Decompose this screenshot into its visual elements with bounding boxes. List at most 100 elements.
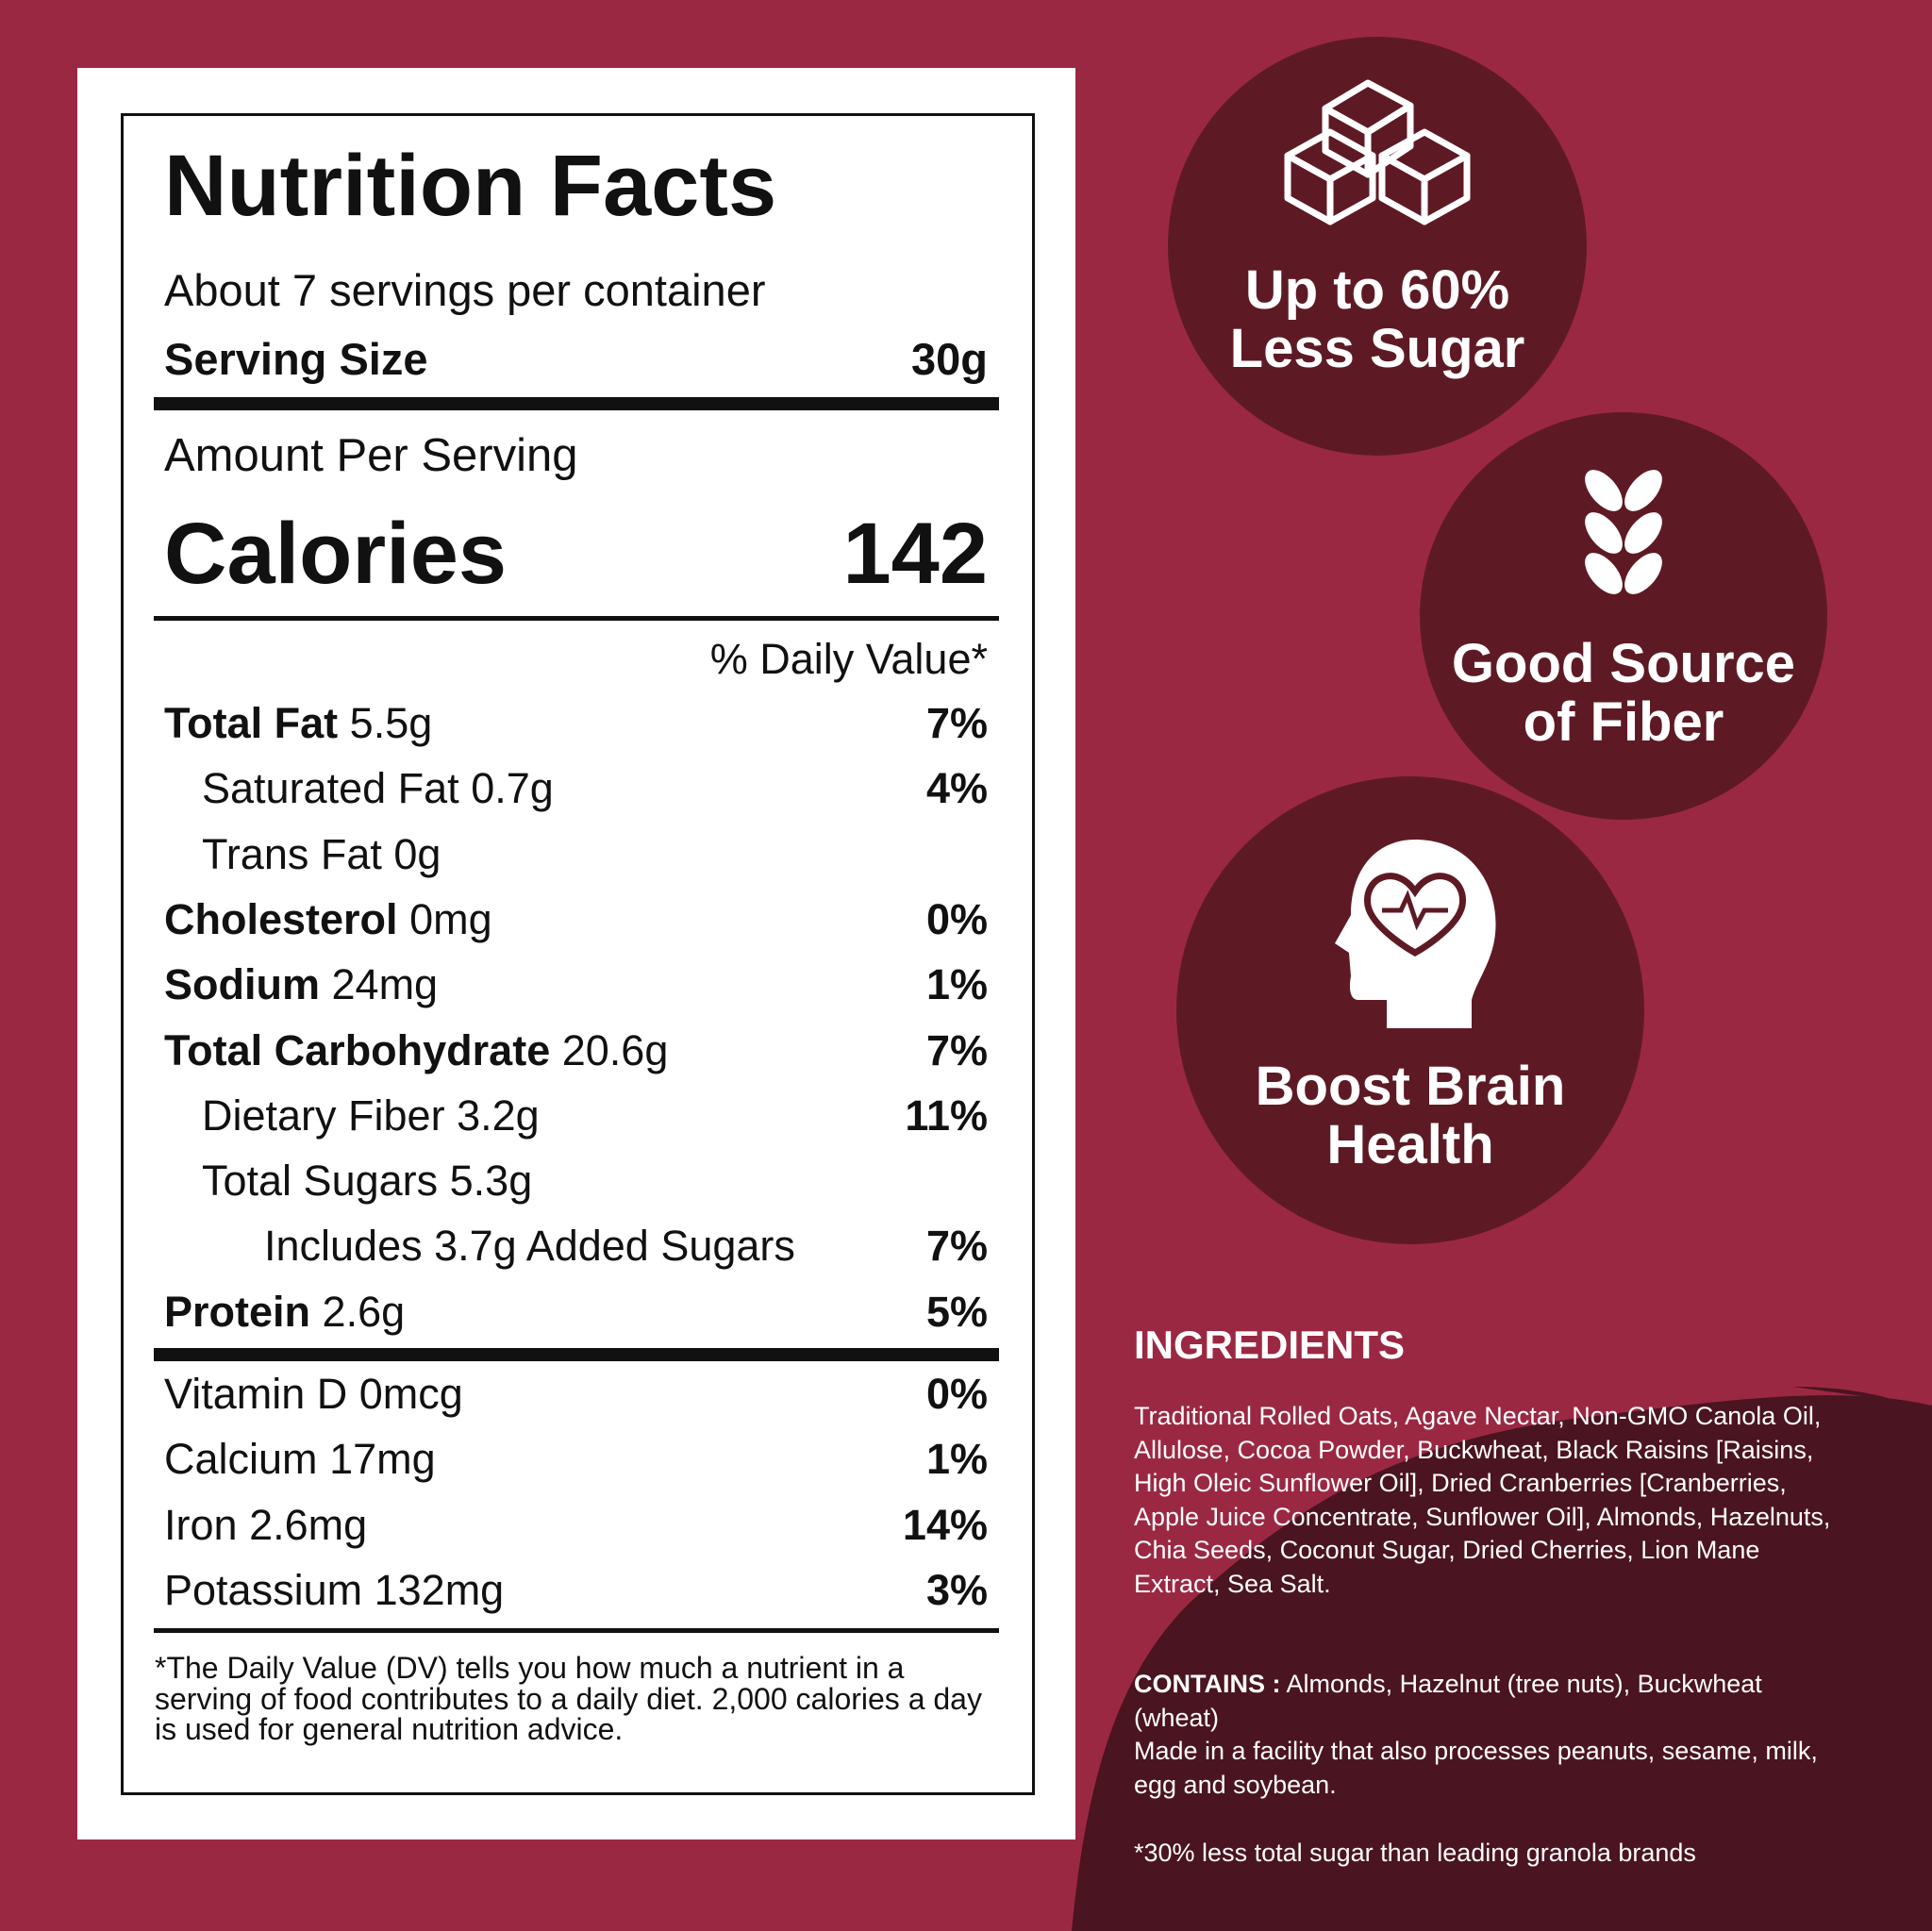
daily-value: 4% [925,764,988,813]
nutrient: Vitamin D 0mcg [164,1370,463,1419]
label-title: Nutrition Facts [164,138,777,234]
nutrient-row: Total Sugars 5.3g [164,1153,988,1209]
badge-circle [1168,37,1587,456]
nutrient-row: Protein 2.6g 5% [164,1284,988,1340]
badge-text: Boost Brain Health [1222,1057,1599,1174]
nutrient-name: Dietary Fiber [202,1090,445,1140]
ingredients-text: Traditional Rolled Oats, Agave Nectar, N… [1134,1402,1831,1598]
nutrient-name: Total Sugars [202,1157,439,1206]
nutrient: Dietary Fiber 3.2g [164,1091,540,1140]
nutrient: Sodium 24mg [164,960,438,1009]
nutrient-row: Total Fat 5.5g 7% [164,695,988,752]
calories-label: Calories [164,506,508,602]
nutrient-row: Vitamin D 0mcg 0% [164,1366,988,1423]
badge-line: of Fiber [1523,691,1724,753]
serving-size-value: 30g [911,333,988,384]
nutrient: Potassium 132mg [164,1566,504,1615]
dark-shape [1072,1395,1932,1931]
nutrient-amount: 2.6g [322,1287,406,1336]
nutrient-amount: 0.7g [471,764,554,813]
serving-size-label: Serving Size [164,333,428,384]
contains-text: Almonds, Hazelnut (tree nuts), Buckwheat… [1134,1670,1762,1732]
nutrient: Total Fat 5.5g [164,699,432,748]
nutrient-name: Total Carbohydrate [164,1025,551,1074]
calories-value: 142 [842,506,989,602]
nutrient: Cholesterol 0mg [164,895,492,944]
nutrient: Includes 3.7g Added Sugars [164,1222,795,1271]
nutrient-name: Trans Fat [202,829,382,878]
nutrient-amount: 5.5g [349,699,433,747]
nutrient-row: Includes 3.7g Added Sugars 7% [164,1218,988,1274]
label-footnote: *The Daily Value (DV) tells you how much… [155,1651,982,1746]
badge-line: Up to 60% [1244,259,1510,321]
rule [154,1628,999,1633]
serving-size: Serving Size 30g [164,330,988,387]
nutrient: Calcium 17mg [164,1435,436,1484]
nutrient: Total Sugars 5.3g [164,1157,532,1206]
badge-line: Less Sugar [1229,318,1525,379]
badge-text: Up to 60% Less Sugar [1189,261,1566,378]
daily-value: 0% [925,1370,988,1418]
nutrient-row: Dietary Fiber 3.2g 11% [164,1088,988,1144]
sugar-icon [1284,79,1471,225]
contains-label: CONTAINS : [1134,1670,1281,1698]
nutrient-row: Iron 2.6mg 14% [164,1497,988,1554]
nutrient-row: Total Carbohydrate 20.6g 7% [164,1023,988,1079]
badge-circle [1420,412,1827,820]
daily-value: 14% [902,1500,988,1549]
nutrient-name: Potassium [164,1565,363,1614]
brain-icon [1335,840,1496,1028]
nutrient-amount: 5.3g [449,1157,533,1206]
nutrient: Trans Fat 0g [164,830,441,879]
nutrition-card [77,68,1075,1839]
nutrient: Iron 2.6mg [164,1501,367,1550]
nutrient-amount: 0mcg [358,1370,463,1418]
fiber-icon [1585,470,1662,594]
dv-header-text: % Daily Value* [709,635,988,683]
daily-value: 7% [925,699,988,747]
nutrient-row: Saturated Fat 0.7g 4% [164,760,988,817]
nutrient-row: Potassium 132mg 3% [164,1562,988,1619]
daily-value: 5% [925,1287,988,1336]
nutrient-name: Total Fat [164,699,339,747]
nutrient-amount: 20.6g [561,1025,669,1074]
nutrient-name: Includes 3.7g Added Sugars [264,1222,795,1271]
nutrient-name: Vitamin D [164,1370,348,1418]
nutrient-name: Cholesterol [164,894,398,943]
thick-rule [154,1348,999,1361]
nutrient-amount: 0mg [409,894,492,943]
nutrient-row: Calcium 17mg 1% [164,1431,988,1488]
nutrient-amount: 24mg [331,960,439,1009]
servings: About 7 servings per container [164,265,766,315]
ingredients-title: INGREDIENTS [1134,1323,1406,1367]
nutrient-amount: 3.2g [457,1090,540,1140]
nutrient-row: Sodium 24mg 1% [164,957,988,1013]
daily-value: 7% [925,1025,988,1074]
calories: Calories 142 [164,506,988,602]
amount-per-serving: Amount Per Serving [164,430,578,481]
nutrient: Protein 2.6g [164,1288,405,1337]
contains: CONTAINS : Almonds, Hazelnut (tree nuts)… [1134,1668,1832,1735]
facility-note: Made in a facility that also processes p… [1134,1737,1818,1799]
nutrient: Saturated Fat 0.7g [164,764,554,813]
daily-value: 1% [925,960,988,1009]
nutrient-amount: 2.6mg [249,1500,368,1549]
nutrient-name: Sodium [164,960,320,1009]
badge-line: Health [1326,1114,1494,1175]
nutrient-amount: 0g [393,829,441,878]
badge-text: Good Source of Fiber [1435,635,1812,752]
label-frame [121,113,1035,1795]
nutrient-name: Saturated Fat [202,764,459,813]
nutrient: Total Carbohydrate 20.6g [164,1026,668,1075]
nutrient-amount: 132mg [374,1565,505,1614]
badge-line: Good Source [1451,633,1796,694]
dv-header: % Daily Value* [164,631,988,688]
ingredients-footnote: *30% less total sugar than leading grano… [1134,1839,1696,1867]
nutrient-row: Trans Fat 0g [164,826,988,883]
nutrient-name: Protein [164,1287,311,1336]
daily-value: 3% [925,1565,988,1614]
daily-value: 0% [925,894,988,943]
nutrient-name: Calcium [164,1435,318,1484]
